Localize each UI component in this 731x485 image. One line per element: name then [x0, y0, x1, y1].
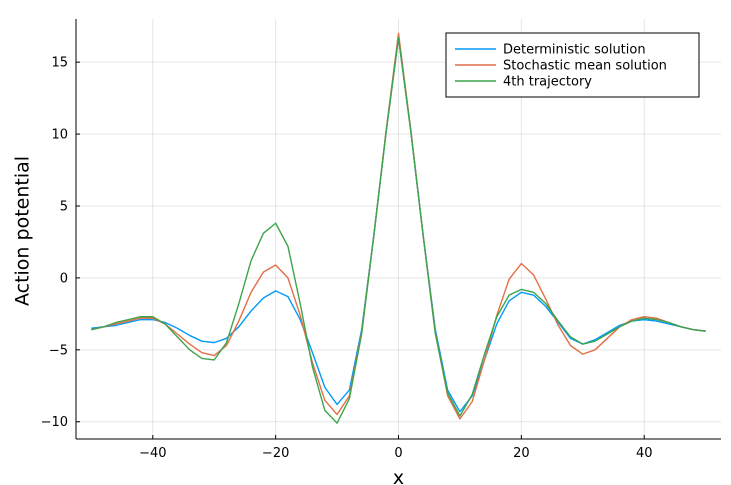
y-axis-title: Action potential [12, 156, 34, 306]
series-line-2 [91, 32, 706, 420]
y-tick-label: 0 [60, 271, 68, 286]
y-tick-label: 15 [51, 56, 68, 71]
x-tick-label: −40 [139, 446, 166, 461]
x-tick-label: 40 [636, 446, 653, 461]
x-axis-title: x [393, 467, 404, 485]
legend-label-2: Stochastic mean solution [503, 59, 667, 74]
tick-labels: −40 −20 0 20 40 −10 −5 0 5 10 15 [41, 56, 653, 461]
y-tick-label: 10 [51, 128, 68, 143]
y-tick-label: −5 [49, 343, 68, 358]
x-tick-label: 20 [513, 446, 530, 461]
y-tick-label: −10 [41, 415, 68, 430]
legend-label-1: Deterministic solution [503, 43, 646, 58]
y-tick-label: 5 [60, 199, 68, 214]
x-tick-label: −20 [262, 446, 289, 461]
legend-label-3: 4th trajectory [503, 75, 592, 90]
x-tick-label: 0 [394, 446, 402, 461]
series-line-3 [91, 37, 706, 424]
series-lines [91, 32, 706, 424]
